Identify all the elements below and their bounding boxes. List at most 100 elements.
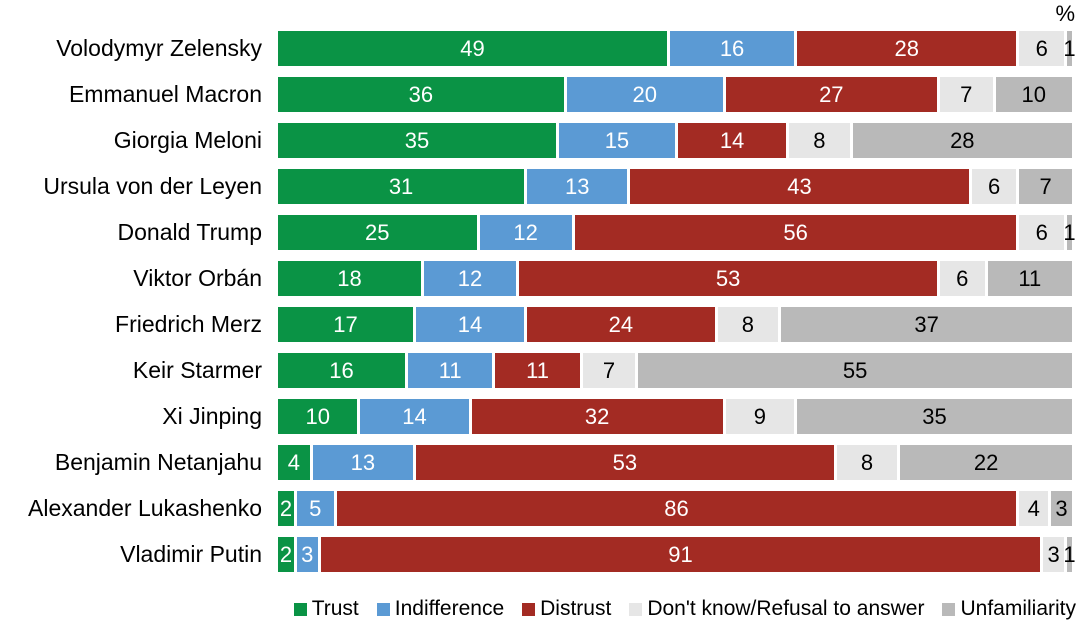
row-label: Emmanuel Macron xyxy=(68,81,262,107)
chart-rows: Volodymyr Zelensky 49 16 28 6 1 Emmanuel Macro… xyxy=(0,31,1076,583)
segment-value: 16 xyxy=(329,357,354,383)
bar-segment-unfamiliarity: 10 xyxy=(992,77,1072,112)
segment-value: 36 xyxy=(408,81,434,107)
segment-value: 3 xyxy=(1047,541,1060,567)
bar-segment-distrust: 43 xyxy=(627,169,969,204)
stacked-bar: 18 12 53 6 11 xyxy=(278,261,1072,296)
bar-segment-indifference: 11 xyxy=(405,353,493,388)
chart-row: Emmanuel Macron 36 20 27 7 10 xyxy=(0,77,1072,112)
bar-segment-distrust: 28 xyxy=(794,31,1017,66)
segment-value: 14 xyxy=(402,403,427,429)
segment-value: 37 xyxy=(914,311,939,337)
legend-swatch-trust xyxy=(293,602,307,616)
segment-value: 5 xyxy=(309,495,322,521)
segment-value: 14 xyxy=(719,127,745,153)
segment-value: 1 xyxy=(1063,219,1076,245)
row-label: Alexander Lukashenko xyxy=(28,495,262,521)
bar-segment-indifference: 15 xyxy=(555,123,675,158)
segment-value: 18 xyxy=(337,265,362,291)
stacked-bar: 31 13 43 6 7 xyxy=(278,169,1072,204)
chart-row: Vladimir Putin 2 3 91 3 1 xyxy=(0,537,1076,572)
segment-value: 8 xyxy=(741,311,755,337)
segment-value: 7 xyxy=(602,357,616,383)
chart-row: Donald Trump 25 12 56 6 1 xyxy=(0,215,1076,250)
chart-row: Giorgia Meloni 35 15 14 8 28 xyxy=(0,123,1072,158)
segment-value: 4 xyxy=(1027,495,1040,521)
legend-item-distrust: Distrust xyxy=(522,597,611,621)
bar-segment-distrust: 32 xyxy=(468,399,723,434)
bar-segment-don-t-know-refusal-to-answer: 7 xyxy=(937,77,993,112)
bar-segment-indifference: 12 xyxy=(476,215,572,250)
chart-row: Xi Jinping 10 14 32 9 35 xyxy=(0,399,1072,434)
legend-item-unfamiliarity: Unfamiliarity xyxy=(942,597,1076,621)
stacked-bar: 36 20 27 7 10 xyxy=(278,77,1072,112)
segment-value: 28 xyxy=(950,127,975,153)
row-label: Vladimir Putin xyxy=(120,541,262,567)
segment-value: 13 xyxy=(350,449,376,475)
segment-value: 2 xyxy=(279,541,293,567)
bar-segment-distrust: 53 xyxy=(412,445,834,480)
stacked-bar: 49 16 28 6 1 xyxy=(278,31,1076,66)
segment-value: 25 xyxy=(365,219,390,245)
bar-segment-trust: 17 xyxy=(278,307,413,342)
bar-segment-indifference: 13 xyxy=(524,169,628,204)
bar-segment-trust: 36 xyxy=(278,77,564,112)
segment-value: 53 xyxy=(715,265,741,291)
legend-label: Trust xyxy=(311,597,359,620)
segment-value: 12 xyxy=(513,219,538,245)
stacked-bar: 16 11 11 7 55 xyxy=(278,353,1072,388)
bar-segment-indifference: 16 xyxy=(667,31,795,66)
segment-value: 10 xyxy=(305,403,330,429)
segment-value: 14 xyxy=(457,311,483,337)
segment-value: 8 xyxy=(860,449,874,475)
segment-value: 35 xyxy=(404,127,430,153)
bar-segment-trust: 4 xyxy=(278,445,310,480)
bar-segment-don-t-know-refusal-to-answer: 8 xyxy=(833,445,898,480)
segment-value: 55 xyxy=(842,357,868,383)
segment-value: 32 xyxy=(584,403,610,429)
row-label: Xi Jinping xyxy=(162,403,262,429)
bar-segment-trust: 31 xyxy=(278,169,525,204)
segment-value: 10 xyxy=(1021,81,1047,107)
segment-value: 7 xyxy=(960,81,973,107)
legend-swatch-distrust xyxy=(522,602,536,616)
bar-segment-don-t-know-refusal-to-answer: 7 xyxy=(579,353,636,388)
segment-value: 11 xyxy=(1018,265,1042,291)
row-label: Volodymyr Zelensky xyxy=(56,35,262,61)
stacked-bar: 2 5 86 4 3 xyxy=(278,491,1072,526)
bar-segment-trust: 2 xyxy=(278,491,294,526)
row-label: Keir Starmer xyxy=(132,357,262,383)
segment-value: 56 xyxy=(783,219,808,245)
chart-row: Alexander Lukashenko 2 5 86 4 3 xyxy=(0,491,1072,526)
bar-segment-trust: 18 xyxy=(278,261,421,296)
bar-segment-don-t-know-refusal-to-answer: 8 xyxy=(786,123,850,158)
bar-segment-unfamiliarity: 1 xyxy=(1063,215,1076,250)
chart-row: Keir Starmer 16 11 11 7 55 xyxy=(0,353,1072,388)
segment-value: 6 xyxy=(956,265,969,291)
bar-segment-unfamiliarity: 7 xyxy=(1016,169,1072,204)
bar-segment-indifference: 5 xyxy=(293,491,334,526)
bar-segment-don-t-know-refusal-to-answer: 6 xyxy=(936,261,985,296)
segment-value: 22 xyxy=(973,449,999,475)
legend-item-don-t-know-refusal-to-answer: Don't know/Refusal to answer xyxy=(629,597,924,621)
segment-value: 35 xyxy=(922,403,947,429)
segment-value: 91 xyxy=(668,541,693,567)
segment-value: 3 xyxy=(1055,495,1068,521)
row-label: Viktor Orbán xyxy=(133,265,262,291)
stacked-bar: 10 14 32 9 35 xyxy=(278,399,1072,434)
segment-value: 7 xyxy=(1039,173,1052,199)
bar-segment-trust: 10 xyxy=(278,399,358,434)
bar-segment-unfamiliarity: 1 xyxy=(1063,31,1076,66)
segment-value: 49 xyxy=(460,35,485,61)
row-label: Benjamin Netanjahu xyxy=(54,449,262,475)
bar-segment-distrust: 91 xyxy=(317,537,1041,572)
segment-value: 24 xyxy=(608,311,634,337)
legend-swatch-unfamiliarity xyxy=(942,602,956,616)
legend-label: Don't know/Refusal to answer xyxy=(647,597,925,620)
segment-value: 3 xyxy=(301,541,314,567)
segment-value: 6 xyxy=(1035,219,1048,245)
bar-segment-unfamiliarity: 22 xyxy=(897,445,1072,480)
bar-segment-don-t-know-refusal-to-answer: 4 xyxy=(1016,491,1049,526)
stacked-bar: 35 15 14 8 28 xyxy=(278,123,1072,158)
segment-value: 4 xyxy=(287,449,300,475)
